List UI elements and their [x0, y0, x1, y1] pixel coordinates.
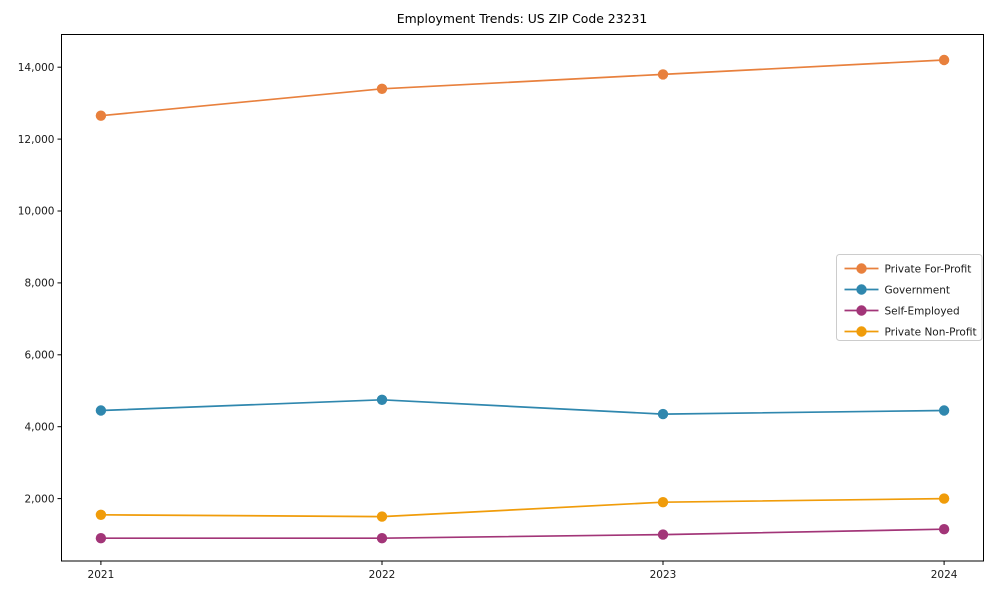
data-point	[376, 83, 388, 95]
data-point	[938, 524, 950, 535]
x-tick-label: 2022	[369, 569, 396, 581]
data-point	[938, 405, 950, 416]
data-point	[938, 54, 950, 66]
data-point	[376, 511, 388, 522]
series-line	[100, 497, 945, 518]
data-point	[376, 533, 388, 544]
legend-label: Private Non-Profit	[885, 326, 977, 338]
y-tick-label: 12,000	[18, 134, 55, 146]
data-point	[657, 497, 669, 508]
series-private-non-profit	[95, 493, 950, 522]
plot-border	[61, 34, 984, 562]
data-point	[657, 408, 669, 420]
legend: Private For-Profit Government Self-Employe…	[836, 254, 983, 341]
series-self-employed	[95, 524, 950, 544]
legend-label: Private For-Profit	[885, 263, 972, 275]
data-point	[95, 405, 107, 416]
series-private-for-profit	[95, 54, 950, 121]
chart-title: Employment Trends: US ZIP Code 23231	[396, 11, 648, 26]
legend-marker	[856, 326, 867, 337]
legend-item-government: Government	[844, 284, 950, 296]
legend-marker	[856, 284, 867, 295]
legend-box	[836, 254, 983, 341]
y-tick-label: 14,000	[18, 62, 55, 74]
series-line	[100, 59, 945, 117]
series-line	[100, 398, 945, 415]
series-government	[95, 394, 950, 420]
data-point	[376, 394, 388, 405]
y-tick-label: 2,000	[24, 493, 54, 505]
y-tick-label: 6,000	[24, 350, 54, 362]
legend-item-private-non-profit: Private Non-Profit	[844, 326, 977, 338]
legend-label: Government	[885, 284, 950, 296]
legend-marker	[856, 263, 867, 274]
legend-label: Self-Employed	[885, 305, 960, 317]
x-tick-label: 2023	[650, 569, 677, 581]
data-point	[95, 533, 107, 544]
legend-marker	[856, 305, 867, 316]
y-tick-label: 10,000	[18, 206, 55, 218]
data-point	[657, 69, 669, 80]
data-point	[95, 110, 107, 121]
data-point	[657, 529, 669, 540]
y-tick-label: 8,000	[24, 278, 54, 290]
series-line	[100, 528, 945, 540]
x-tick-label: 2024	[931, 569, 958, 581]
legend-item-private-for-profit: Private For-Profit	[844, 263, 972, 275]
legend-item-self-employed: Self-Employed	[844, 305, 960, 317]
y-tick-label: 4,000	[24, 421, 54, 433]
data-point	[938, 493, 950, 504]
data-point	[95, 509, 107, 520]
x-tick-label: 2021	[88, 569, 115, 581]
